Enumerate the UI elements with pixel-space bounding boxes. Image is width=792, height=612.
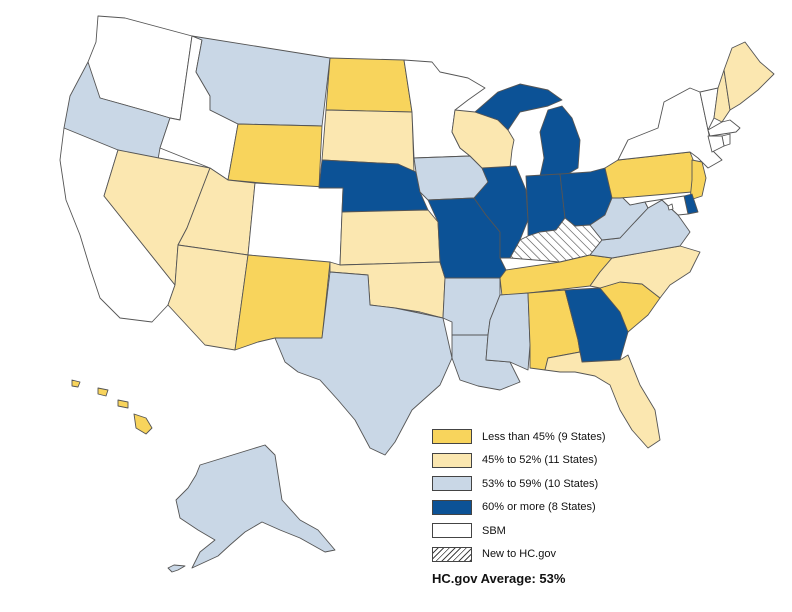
state-WY bbox=[227, 123, 323, 189]
legend-label-60-more: 60% or more (8 States) bbox=[482, 501, 596, 513]
average-value: 53% bbox=[539, 571, 566, 586]
legend-swatch-new bbox=[432, 546, 472, 562]
state-HI-islands-1 bbox=[117, 399, 129, 409]
average-label: HC.gov Average: bbox=[432, 571, 536, 586]
state-CT bbox=[707, 135, 725, 153]
state-MT bbox=[191, 35, 331, 127]
legend: Less than 45% (9 States) 45% to 52% (11 … bbox=[432, 428, 682, 569]
state-FL bbox=[544, 351, 661, 449]
legend-label-45-52: 45% to 52% (11 States) bbox=[482, 454, 598, 466]
state-IL bbox=[473, 165, 529, 259]
legend-item-less-than-45: Less than 45% (9 States) bbox=[432, 428, 682, 445]
legend-item-53-59: 53% to 59% (10 States) bbox=[432, 475, 682, 492]
legend-swatch-53-59 bbox=[432, 476, 472, 491]
legend-item-new: New to HC.gov bbox=[432, 546, 682, 563]
state-MD bbox=[644, 195, 689, 216]
legend-label-53-59: 53% to 59% (10 States) bbox=[482, 477, 599, 490]
legend-label-new: New to HC.gov bbox=[482, 548, 556, 560]
state-DC bbox=[667, 203, 674, 211]
state-HI bbox=[133, 413, 153, 435]
legend-item-sbm: SBM bbox=[432, 522, 682, 539]
state-AZ bbox=[167, 244, 249, 351]
legend-swatch-less-than-45 bbox=[432, 429, 472, 444]
state-MI bbox=[474, 83, 581, 177]
state-AK-islands bbox=[167, 564, 186, 573]
state-NH bbox=[713, 69, 731, 123]
state-HI-islands-3 bbox=[71, 379, 81, 388]
state-MA bbox=[707, 119, 741, 137]
legend-swatch-45-52 bbox=[432, 452, 472, 468]
legend-label-less-than-45: Less than 45% (9 States) bbox=[482, 430, 606, 443]
state-TX bbox=[274, 271, 453, 456]
state-NJ bbox=[689, 159, 707, 201]
average-text: HC.gov Average: 53% bbox=[432, 571, 565, 586]
state-ME bbox=[723, 41, 775, 111]
legend-swatch-sbm bbox=[432, 523, 472, 538]
legend-item-45-52: 45% to 52% (11 States) bbox=[432, 452, 682, 469]
state-CO bbox=[247, 182, 344, 266]
state-HI-islands-2 bbox=[97, 387, 109, 397]
legend-item-60-more: 60% or more (8 States) bbox=[432, 499, 682, 516]
legend-swatch-60-more bbox=[432, 499, 472, 515]
state-AK bbox=[175, 444, 336, 569]
state-ND bbox=[325, 57, 413, 113]
state-NM bbox=[234, 254, 331, 351]
state-KS bbox=[339, 209, 441, 266]
state-NC bbox=[589, 245, 701, 299]
legend-label-sbm: SBM bbox=[482, 524, 506, 537]
